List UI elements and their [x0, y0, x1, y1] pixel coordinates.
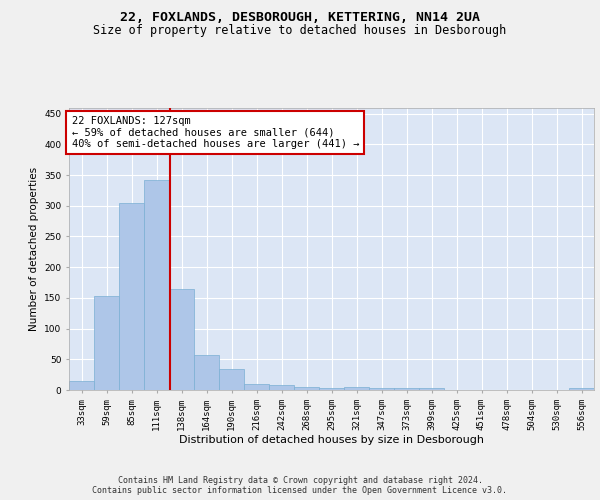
Bar: [219, 368, 244, 390]
Bar: [344, 387, 369, 390]
Bar: [294, 387, 319, 390]
Bar: [394, 388, 419, 390]
Bar: [169, 288, 194, 390]
Text: Contains HM Land Registry data © Crown copyright and database right 2024.: Contains HM Land Registry data © Crown c…: [118, 476, 482, 485]
Bar: [419, 388, 444, 390]
Bar: [244, 384, 269, 390]
Bar: [144, 180, 169, 390]
Bar: [569, 388, 594, 390]
Text: 22 FOXLANDS: 127sqm
← 59% of detached houses are smaller (644)
40% of semi-detac: 22 FOXLANDS: 127sqm ← 59% of detached ho…: [71, 116, 359, 149]
Y-axis label: Number of detached properties: Number of detached properties: [29, 166, 38, 331]
Text: 22, FOXLANDS, DESBOROUGH, KETTERING, NN14 2UA: 22, FOXLANDS, DESBOROUGH, KETTERING, NN1…: [120, 11, 480, 24]
Text: Contains public sector information licensed under the Open Government Licence v3: Contains public sector information licen…: [92, 486, 508, 495]
Bar: [119, 202, 144, 390]
Text: Size of property relative to detached houses in Desborough: Size of property relative to detached ho…: [94, 24, 506, 37]
Bar: [369, 388, 394, 390]
X-axis label: Distribution of detached houses by size in Desborough: Distribution of detached houses by size …: [179, 436, 484, 446]
Bar: [94, 296, 119, 390]
Bar: [69, 381, 94, 390]
Bar: [269, 385, 294, 390]
Bar: [319, 388, 344, 390]
Bar: [194, 355, 219, 390]
